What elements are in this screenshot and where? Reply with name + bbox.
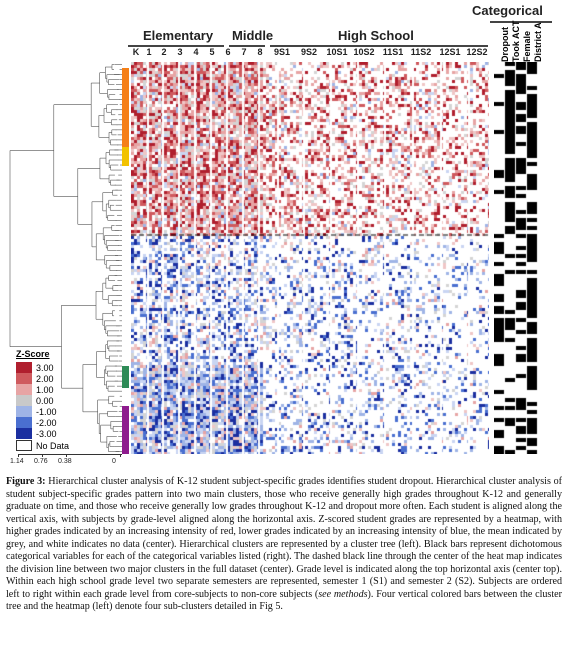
caption-see-methods: see methods: [318, 588, 368, 600]
legend-entry: 1.00: [16, 384, 86, 395]
caption-text-end: ). Four vertical colored bars between th…: [6, 588, 563, 613]
tree-axis-tick-mark: [120, 454, 121, 457]
grade-label-11s2: 11S2: [410, 47, 432, 57]
tree-axis-line: [18, 454, 122, 455]
tree-axis-tick: 0.76: [34, 458, 48, 465]
grade-label-5: 5: [209, 47, 215, 57]
legend-swatch: [16, 428, 32, 439]
grade-label-12s1: 12S1: [439, 47, 461, 57]
legend-title: Z-Score: [16, 349, 50, 359]
header-categorical: Categorical: [472, 3, 543, 18]
legend-swatch: [16, 417, 32, 428]
legend-entry: -1.00: [16, 406, 86, 417]
elementary-bracket: [128, 45, 224, 47]
zscore-legend: Z-Score 3.00 2.00 1.00 0.00 -1.00 -2.00 -3.00 …: [16, 349, 86, 451]
header-middle: Middle: [232, 28, 274, 43]
tree-axis-tick: 0.38: [58, 458, 72, 465]
legend-swatch: [16, 362, 32, 373]
figure-caption: Figure 3: Hierarchical cluster analysis …: [6, 476, 562, 614]
caption-label: Figure 3:: [6, 476, 46, 487]
legend-entry: -2.00: [16, 417, 86, 428]
legend-label: -3.00: [36, 428, 57, 439]
legend-swatch: [16, 406, 32, 417]
grade-label-3: 3: [177, 47, 183, 57]
grade-label-2: 2: [161, 47, 167, 57]
grade-label-10s1: 10S1: [326, 47, 348, 57]
heatmap: [131, 62, 489, 454]
legend-entry: 0.00: [16, 395, 86, 406]
categorical-label-dropout: Dropout: [500, 27, 510, 62]
sub-cluster-bars: [122, 68, 129, 454]
tree-axis-tick-mark: [18, 454, 19, 457]
grade-label-1: 1: [146, 47, 152, 57]
legend-label: 2.00: [36, 373, 54, 384]
legend-no-data-label: No Data: [36, 440, 70, 451]
categorical-bars: [494, 62, 552, 454]
legend-label: -1.00: [36, 406, 57, 417]
sub-cluster-bar: [122, 68, 129, 147]
grade-label-6: 6: [225, 47, 231, 57]
tree-axis-tick-mark: [66, 454, 67, 457]
tree-axis-tick: 0: [112, 458, 116, 465]
grade-label-k: K: [132, 47, 140, 57]
sub-cluster-bar: [122, 147, 129, 166]
high-school-bracket: [270, 45, 488, 47]
legend-label: -2.00: [36, 417, 57, 428]
legend-entry: 2.00: [16, 373, 86, 384]
legend-entry: -3.00: [16, 428, 86, 439]
legend-swatch: [16, 395, 32, 406]
header-elementary: Elementary: [143, 28, 214, 43]
grade-label-9s1: 9S1: [273, 47, 290, 57]
categorical-label-district-a: District A: [533, 22, 543, 62]
grade-label-10s2: 10S2: [353, 47, 375, 57]
middle-bracket: [229, 45, 265, 47]
header-high-school: High School: [338, 28, 414, 43]
cluster-tree: [9, 64, 122, 452]
categorical-label-female: Female: [522, 30, 532, 62]
tree-axis-tick: 1.14: [10, 458, 24, 465]
legend-label: 1.00: [36, 384, 54, 395]
caption-text: Hierarchical cluster analysis of K-12 st…: [6, 476, 563, 600]
sub-cluster-bar: [122, 366, 129, 388]
grade-label-9s2: 9S2: [300, 47, 317, 57]
legend-swatch: [16, 373, 32, 384]
legend-label: 3.00: [36, 362, 54, 373]
sub-cluster-bar: [122, 406, 129, 454]
grade-label-12s2: 12S2: [466, 47, 488, 57]
grade-label-8: 8: [257, 47, 263, 57]
categorical-label-took-act: Took ACT: [511, 20, 521, 63]
legend-no-data: No Data: [16, 440, 86, 451]
legend-label: 0.00: [36, 395, 54, 406]
tree-axis-tick-mark: [42, 454, 43, 457]
categorical-bracket: [490, 21, 552, 23]
grade-label-11s1: 11S1: [382, 47, 404, 57]
legend-entry: 3.00: [16, 362, 86, 373]
grade-label-7: 7: [241, 47, 247, 57]
grade-label-4: 4: [193, 47, 199, 57]
legend-swatch: [16, 384, 32, 395]
